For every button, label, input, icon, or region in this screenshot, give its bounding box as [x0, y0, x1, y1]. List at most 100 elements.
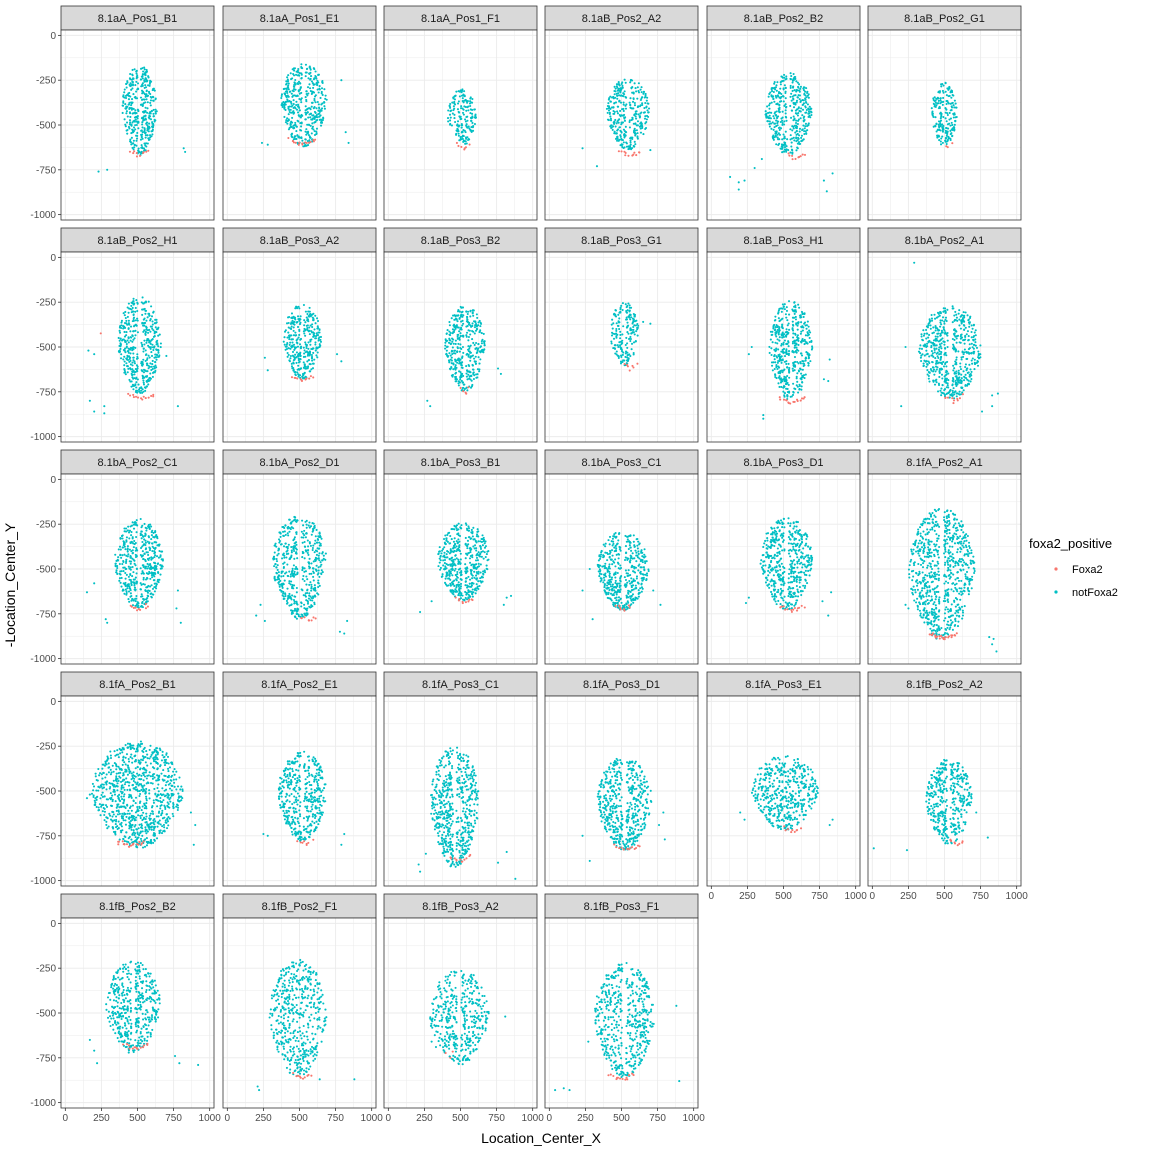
data-point-notfoxa2: [461, 381, 465, 384]
data-point-notfoxa2: [285, 322, 289, 325]
data-point-notfoxa2: [595, 165, 599, 168]
data-point-notfoxa2: [737, 181, 740, 184]
data-point-notfoxa2: [781, 359, 784, 362]
data-point-notfoxa2: [804, 90, 807, 93]
data-point-notfoxa2: [768, 102, 771, 105]
data-point-notfoxa2: [616, 128, 620, 131]
data-point-notfoxa2: [629, 81, 632, 84]
data-point-notfoxa2: [483, 348, 486, 351]
data-point-foxa2: [150, 394, 153, 397]
data-point-notfoxa2: [289, 357, 292, 360]
data-point-notfoxa2: [151, 320, 154, 323]
data-point-notfoxa2: [140, 103, 143, 106]
data-point-notfoxa2: [781, 326, 784, 329]
data-point-notfoxa2: [944, 131, 947, 134]
data-point-notfoxa2: [465, 375, 468, 378]
data-point-notfoxa2: [767, 111, 770, 115]
data-point-notfoxa2: [133, 540, 136, 543]
data-point-notfoxa2: [796, 96, 799, 99]
data-point-notfoxa2: [782, 79, 785, 82]
data-point-notfoxa2: [118, 579, 121, 582]
data-point-notfoxa2: [132, 319, 135, 322]
data-point-notfoxa2: [607, 119, 610, 122]
data-point-notfoxa2: [616, 344, 619, 347]
data-point-notfoxa2: [151, 121, 154, 124]
data-point-notfoxa2: [469, 104, 472, 108]
data-point-notfoxa2: [135, 364, 138, 367]
data-point-notfoxa2: [132, 316, 136, 319]
data-point-notfoxa2: [453, 102, 456, 105]
data-point-notfoxa2: [929, 327, 932, 330]
data-point-notfoxa2: [141, 147, 144, 150]
data-point-notfoxa2: [778, 385, 781, 389]
data-point-notfoxa2: [634, 122, 637, 125]
data-point-notfoxa2: [136, 370, 139, 373]
data-point-notfoxa2: [970, 378, 973, 381]
data-point-notfoxa2: [944, 139, 947, 142]
data-point-notfoxa2: [182, 147, 185, 150]
data-point-notfoxa2: [145, 70, 149, 73]
data-point-notfoxa2: [952, 369, 955, 372]
data-point-notfoxa2: [301, 375, 304, 378]
data-point-foxa2: [308, 377, 311, 380]
data-point-notfoxa2: [783, 120, 786, 123]
data-point-notfoxa2: [458, 330, 461, 333]
data-point-notfoxa2: [444, 339, 447, 342]
data-point-notfoxa2: [467, 339, 470, 342]
data-point-notfoxa2: [456, 108, 460, 111]
data-point-notfoxa2: [619, 101, 623, 104]
data-point-notfoxa2: [979, 344, 982, 347]
data-point-notfoxa2: [297, 359, 300, 362]
data-point-notfoxa2: [298, 329, 301, 333]
data-point-notfoxa2: [287, 100, 290, 103]
data-point-notfoxa2: [610, 342, 613, 345]
data-point-notfoxa2: [972, 323, 975, 326]
data-point-notfoxa2: [795, 90, 798, 93]
data-point-notfoxa2: [146, 95, 149, 98]
data-point-notfoxa2: [806, 124, 809, 128]
data-point-notfoxa2: [106, 168, 109, 171]
data-point-notfoxa2: [783, 135, 786, 138]
data-point-notfoxa2: [291, 341, 294, 344]
data-point-notfoxa2: [462, 322, 465, 325]
facet-panel: 8.1aB_Pos2_A2: [544, 5, 699, 221]
data-point-notfoxa2: [149, 372, 152, 375]
data-point-notfoxa2: [614, 125, 617, 128]
data-point-notfoxa2: [799, 117, 802, 120]
data-point-notfoxa2: [122, 312, 125, 315]
data-point-notfoxa2: [957, 350, 960, 353]
data-point-notfoxa2: [475, 327, 479, 330]
data-point-notfoxa2: [793, 301, 796, 304]
data-point-notfoxa2: [120, 556, 123, 559]
data-point-notfoxa2: [770, 361, 774, 364]
data-point-foxa2: [624, 154, 627, 157]
data-point-notfoxa2: [284, 90, 288, 93]
data-point-notfoxa2: [788, 328, 791, 331]
data-point-notfoxa2: [151, 549, 154, 553]
data-point-notfoxa2: [130, 385, 133, 388]
data-point-notfoxa2: [795, 149, 798, 152]
data-point-notfoxa2: [304, 355, 307, 358]
data-point-notfoxa2: [298, 343, 302, 346]
data-point-notfoxa2: [287, 113, 290, 116]
data-point-notfoxa2: [783, 385, 786, 388]
data-point-foxa2: [467, 386, 470, 389]
data-point-notfoxa2: [449, 343, 452, 346]
data-point-notfoxa2: [125, 97, 128, 100]
data-point-notfoxa2: [310, 105, 313, 108]
data-point-notfoxa2: [280, 93, 284, 96]
data-point-notfoxa2: [792, 365, 796, 368]
data-point-notfoxa2: [968, 322, 971, 325]
data-point-foxa2: [961, 393, 964, 396]
data-point-notfoxa2: [931, 112, 934, 115]
data-point-notfoxa2: [635, 319, 638, 322]
data-point-notfoxa2: [795, 140, 798, 143]
data-point-notfoxa2: [119, 347, 122, 350]
data-point-notfoxa2: [127, 525, 130, 528]
data-point-notfoxa2: [472, 330, 475, 333]
data-point-notfoxa2: [288, 360, 291, 363]
data-point-notfoxa2: [620, 304, 623, 307]
data-point-notfoxa2: [791, 152, 794, 155]
data-point-notfoxa2: [976, 359, 979, 363]
data-point-notfoxa2: [789, 128, 792, 131]
